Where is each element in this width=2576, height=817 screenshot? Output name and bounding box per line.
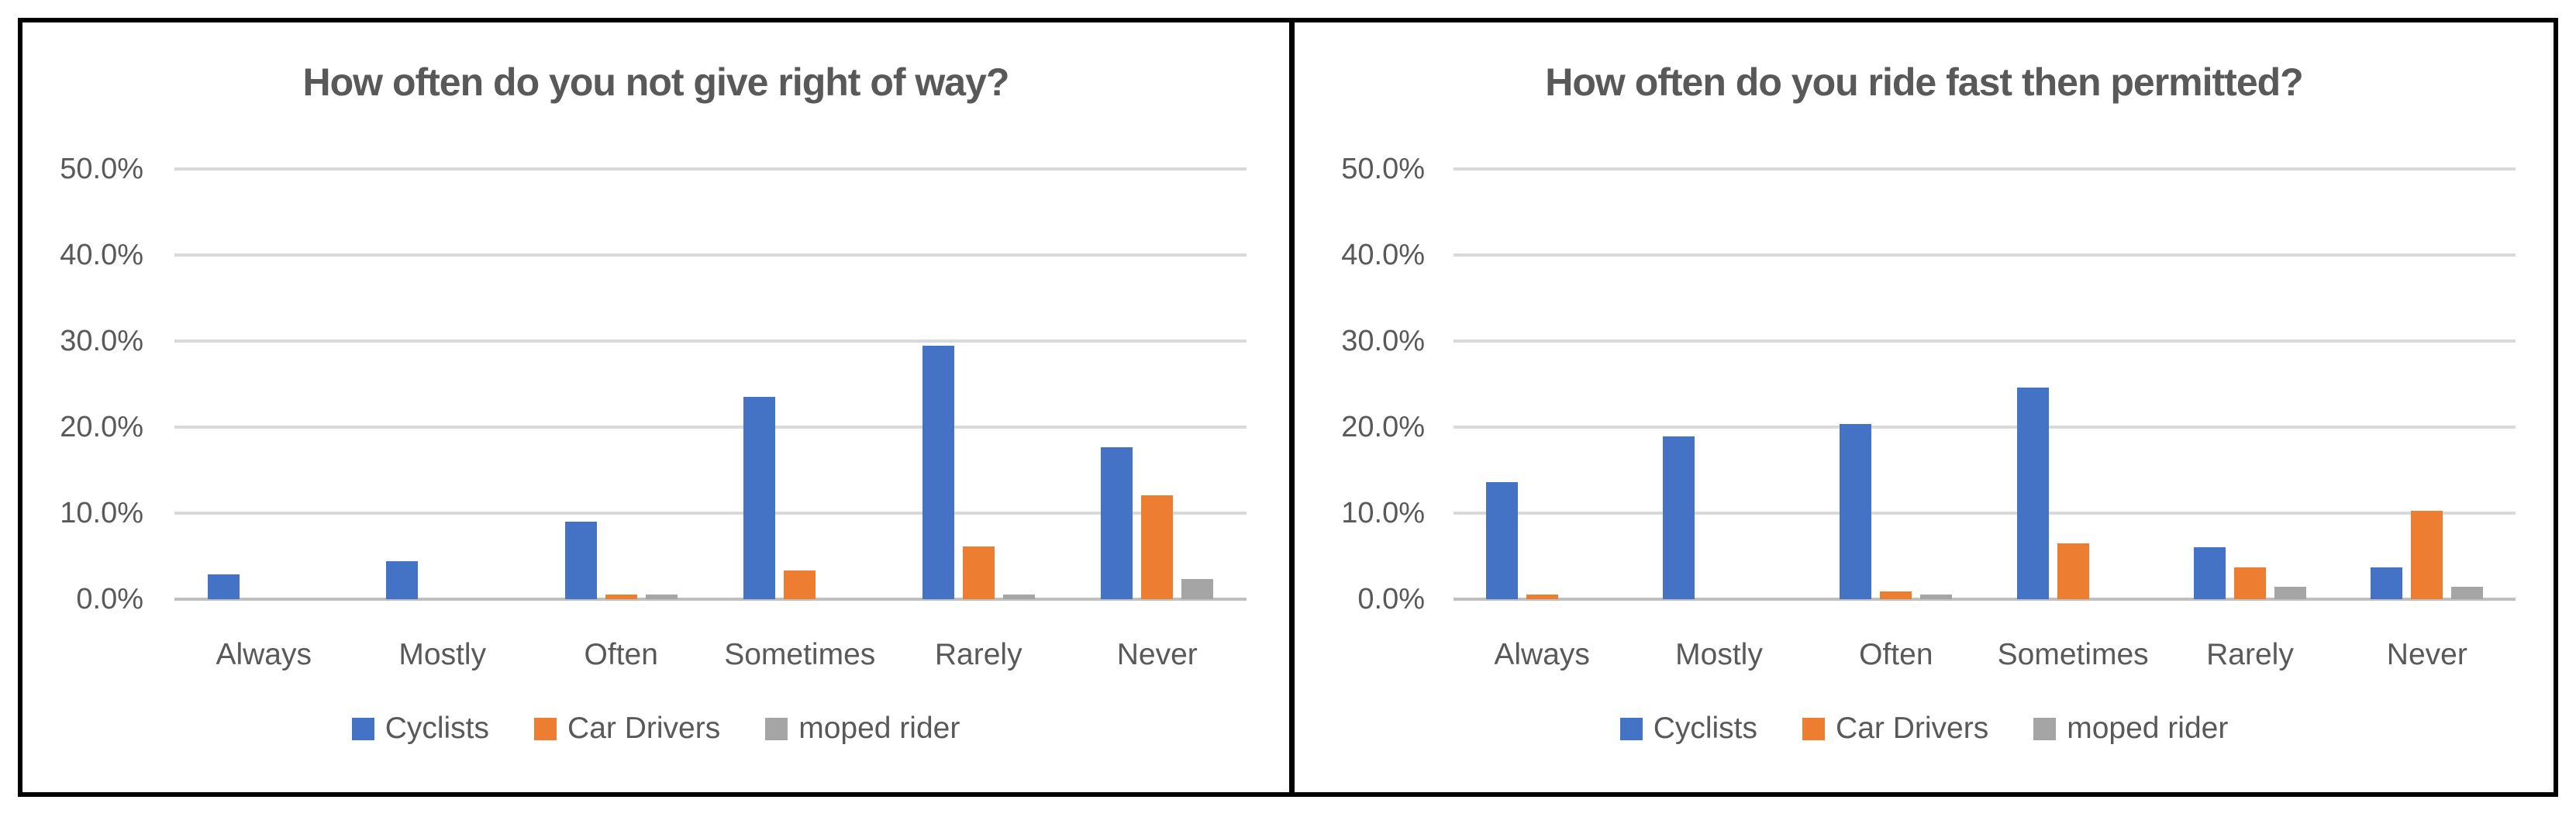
x-category-label: Always xyxy=(1494,638,1590,671)
chart-panel-right: 0.0% 10.0% 20.0% 30.0% 40.0% 50.0% Always Mostl… xyxy=(1295,22,2554,792)
chart-title-right: How often do you ride fast then permitte… xyxy=(1545,60,2303,104)
y-tick-label: 20.0% xyxy=(60,411,143,443)
bar-cyclists-never xyxy=(2371,567,2403,599)
panel-divider xyxy=(1289,18,1295,797)
bar-moped-rider-often xyxy=(1920,595,1953,599)
y-tick-label: 10.0% xyxy=(1341,497,1425,529)
y-tick-label: 30.0% xyxy=(1341,325,1425,357)
legend-swatch-icon xyxy=(2033,717,2057,740)
gridline xyxy=(1454,512,2516,515)
gridline xyxy=(174,426,1247,429)
legend-swatch-icon xyxy=(534,717,557,740)
bar-cyclists-always xyxy=(1485,482,1518,599)
legend-swatch-icon xyxy=(1619,717,1643,740)
plot-area-right: 0.0% 10.0% 20.0% 30.0% 40.0% 50.0% Always Mostl… xyxy=(1295,22,2554,792)
legend-swatch-icon xyxy=(1802,717,1826,740)
bar-car-drivers-often xyxy=(1880,591,1912,599)
gridline xyxy=(1454,426,2516,429)
bar-cyclists-sometimes xyxy=(2016,387,2049,599)
x-category-label: Sometimes xyxy=(724,638,876,671)
bar-cyclists-never xyxy=(1101,446,1133,599)
gridline xyxy=(1454,253,2516,257)
legend-label: Cyclists xyxy=(385,712,490,745)
bar-cyclists-rarely xyxy=(922,345,954,599)
legend-label: moped rider xyxy=(798,712,960,745)
legend-item-moped-rider: moped rider xyxy=(2033,710,2228,747)
x-category-label: Never xyxy=(2386,638,2467,671)
x-category-label: Rarely xyxy=(934,638,1022,671)
y-tick-label: 20.0% xyxy=(1341,411,1425,443)
bar-cyclists-often xyxy=(1840,423,1872,599)
y-tick-label: 50.0% xyxy=(1341,153,1425,185)
y-tick-label: 0.0% xyxy=(1357,583,1425,615)
y-tick-label: 40.0% xyxy=(60,239,143,271)
bar-moped-rider-never xyxy=(2451,587,2484,599)
bar-moped-rider-often xyxy=(645,595,678,599)
x-axis-line xyxy=(174,598,1247,601)
x-category-label: Never xyxy=(1116,638,1198,671)
legend-label: moped rider xyxy=(2067,712,2229,745)
bar-car-drivers-never xyxy=(2411,510,2443,599)
legend-swatch-icon xyxy=(765,717,788,740)
bar-cyclists-always xyxy=(207,574,240,599)
bar-car-drivers-sometimes xyxy=(2057,543,2089,599)
bar-moped-rider-rarely xyxy=(1002,595,1035,599)
gridline xyxy=(174,512,1247,515)
x-category-label: Mostly xyxy=(398,638,487,671)
legend-right: Cyclists Car Drivers moped rider xyxy=(1295,709,2554,748)
plot-area-left: 0.0% 10.0% 20.0% 30.0% 40.0% 50.0% Always Mostl… xyxy=(22,22,1289,792)
y-tick-label: 10.0% xyxy=(60,497,143,529)
charts-border-box: 0.0% 10.0% 20.0% 30.0% 40.0% 50.0% Always Mostl… xyxy=(18,18,2558,797)
legend-swatch-icon xyxy=(351,717,374,740)
bar-cyclists-mostly xyxy=(1663,436,1695,599)
bar-car-drivers-never xyxy=(1141,495,1174,599)
legend-item-moped-rider: moped rider xyxy=(765,710,960,747)
bar-moped-rider-rarely xyxy=(2274,587,2306,599)
legend-item-cyclists: Cyclists xyxy=(1619,710,1758,747)
gridline xyxy=(174,167,1247,171)
x-category-label: Often xyxy=(1859,638,1933,671)
bar-cyclists-sometimes xyxy=(743,397,776,599)
legend-item-cyclists: Cyclists xyxy=(351,710,490,747)
y-tick-label: 0.0% xyxy=(76,583,143,615)
gridline xyxy=(174,253,1247,257)
gridline xyxy=(174,340,1247,343)
y-tick-label: 50.0% xyxy=(60,153,143,185)
legend-label: Car Drivers xyxy=(1836,712,1989,745)
x-category-label: Mostly xyxy=(1675,638,1763,671)
x-category-label: Always xyxy=(216,638,312,671)
gridline xyxy=(1454,167,2516,171)
bar-cyclists-mostly xyxy=(386,561,419,599)
bar-cyclists-rarely xyxy=(2194,547,2226,599)
chart-title-left: How often do you not give right of way? xyxy=(302,60,1010,104)
legend-label: Car Drivers xyxy=(567,712,721,745)
bar-moped-rider-never xyxy=(1181,579,1214,599)
legend-left: Cyclists Car Drivers moped rider xyxy=(22,709,1289,748)
legend-label: Cyclists xyxy=(1653,712,1758,745)
gridline xyxy=(1454,340,2516,343)
x-axis-line xyxy=(1454,598,2516,601)
bar-car-drivers-rarely xyxy=(962,546,995,599)
chart-panel-left: 0.0% 10.0% 20.0% 30.0% 40.0% 50.0% Always Mostl… xyxy=(22,22,1289,792)
bar-car-drivers-sometimes xyxy=(784,571,816,599)
x-category-label: Rarely xyxy=(2206,638,2294,671)
y-tick-label: 30.0% xyxy=(60,325,143,357)
bar-car-drivers-often xyxy=(605,595,637,599)
legend-item-car-drivers: Car Drivers xyxy=(534,710,720,747)
legend-item-car-drivers: Car Drivers xyxy=(1802,710,1988,747)
bar-car-drivers-always xyxy=(1526,595,1558,599)
bar-cyclists-often xyxy=(564,522,597,599)
y-tick-label: 40.0% xyxy=(1341,239,1425,271)
x-category-label: Sometimes xyxy=(1997,638,2149,671)
x-category-label: Often xyxy=(584,638,658,671)
bar-car-drivers-rarely xyxy=(2234,567,2266,599)
